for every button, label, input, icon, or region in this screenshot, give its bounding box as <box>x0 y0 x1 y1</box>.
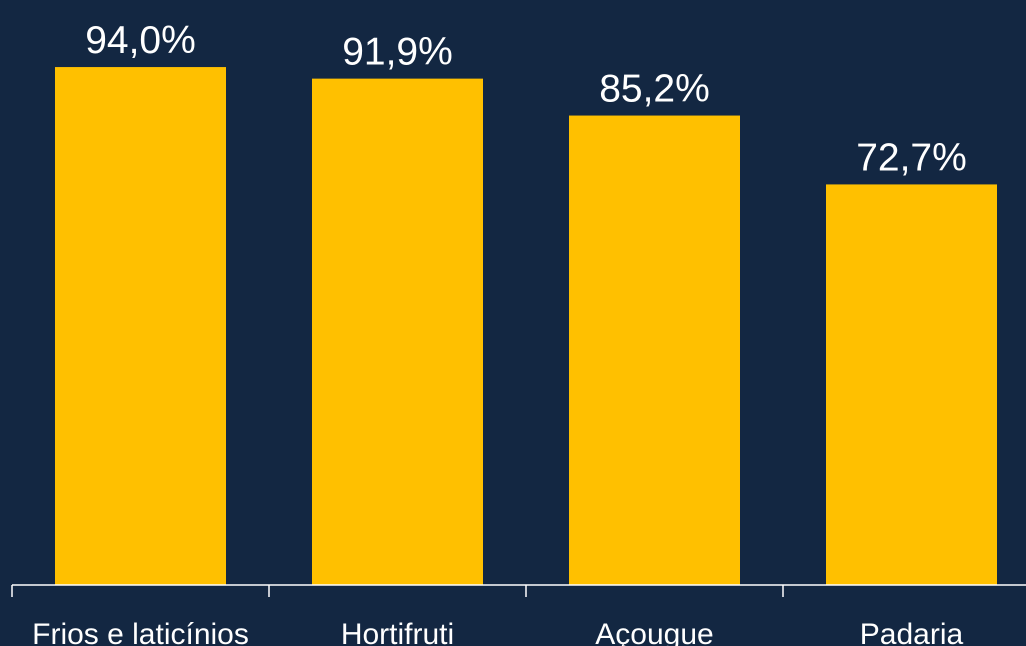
value-labels-group: 94,0% 91,9% 85,2% 72,7% <box>85 19 967 179</box>
value-label-1: 94,0% <box>85 19 196 62</box>
category-labels-group: Frios e laticínios Hortifruti Açougue Padar… <box>32 618 963 646</box>
bar-1 <box>55 67 226 585</box>
value-label-2: 91,9% <box>342 31 453 74</box>
bar-4 <box>826 184 997 585</box>
bar-2 <box>312 78 483 586</box>
bars-group <box>55 67 997 586</box>
category-label-3: Açougue <box>595 618 713 646</box>
value-label-4: 72,7% <box>856 136 967 179</box>
value-label-3: 85,2% <box>599 68 710 111</box>
bar-3 <box>569 115 740 585</box>
category-label-2: Hortifruti <box>341 618 454 646</box>
category-label-4: Padaria <box>860 618 964 646</box>
category-label-1: Frios e laticínios <box>32 618 249 646</box>
x-axis <box>11 584 1026 597</box>
